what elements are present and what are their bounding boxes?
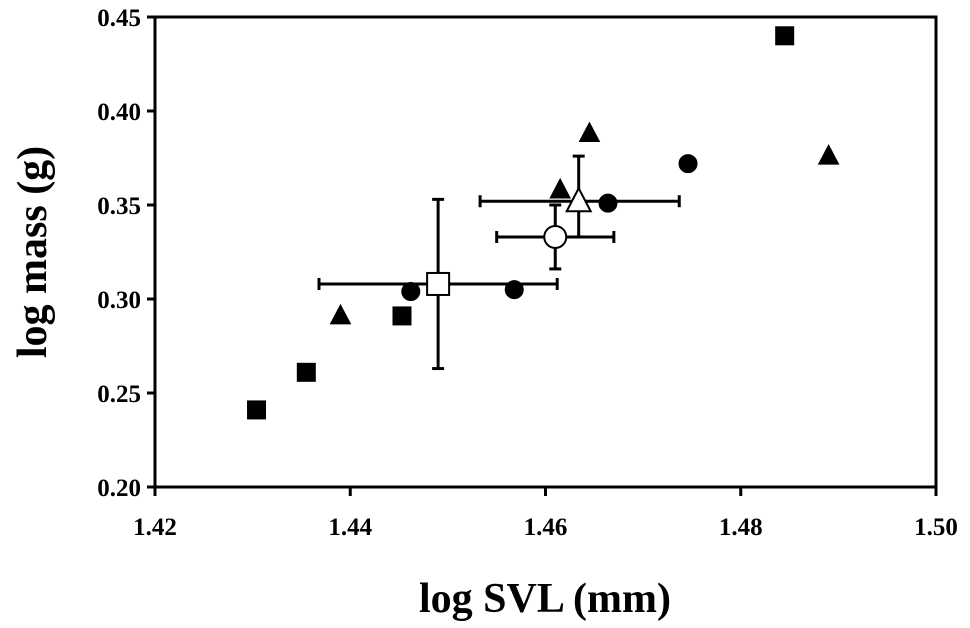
x-tick-label: 1.48	[719, 514, 763, 541]
y-tick-label: 0.45	[97, 5, 141, 32]
x-axis: 1.42 1.44 1.46 1.48 1.50	[133, 487, 958, 541]
filled-square-marker	[392, 306, 412, 326]
x-axis-label: log SVL (mm)	[419, 576, 671, 622]
x-tick-label: 1.44	[328, 514, 372, 541]
filled-triangle-marker	[329, 303, 352, 325]
open-triangle-marker	[565, 186, 593, 213]
filled-square-marker	[775, 26, 795, 46]
y-tick-label: 0.30	[97, 287, 141, 314]
x-tick-label: 1.50	[914, 514, 958, 541]
error-bars	[317, 154, 681, 371]
filled-circle-marker	[678, 154, 698, 174]
filled-square-marker	[296, 362, 316, 382]
y-tick-label: 0.25	[97, 381, 141, 408]
y-axis: 0.20 0.25 0.30 0.35 0.40 0.45	[97, 5, 155, 502]
plot-frame	[153, 15, 938, 489]
data-markers	[247, 26, 840, 420]
filled-triangle-marker	[817, 144, 840, 165]
y-axis-label: log mass (g)	[10, 146, 56, 358]
filled-square-marker	[247, 400, 267, 420]
filled-circle-marker	[504, 280, 524, 300]
filled-circle-marker	[401, 281, 421, 301]
open-circle-marker	[543, 224, 568, 249]
filled-triangle-marker	[549, 177, 571, 199]
y-tick-label: 0.20	[97, 475, 141, 502]
filled-triangle-marker	[578, 121, 601, 143]
x-tick-label: 1.46	[524, 514, 568, 541]
filled-circle-marker	[598, 193, 618, 213]
y-tick-label: 0.35	[97, 193, 141, 220]
x-tick-label: 1.42	[133, 514, 177, 541]
y-tick-label: 0.40	[97, 99, 141, 126]
open-square-marker	[426, 271, 451, 296]
